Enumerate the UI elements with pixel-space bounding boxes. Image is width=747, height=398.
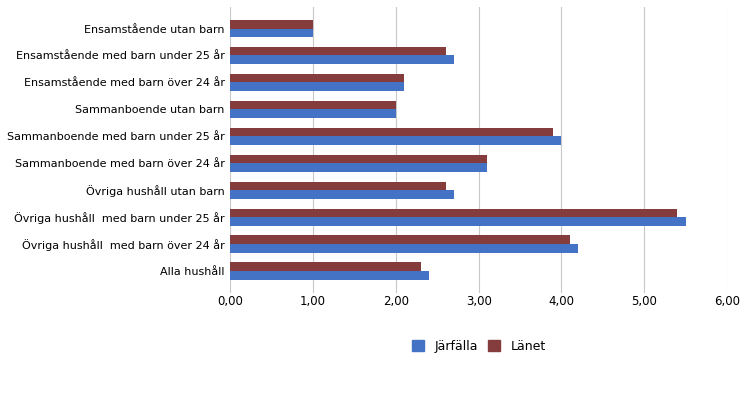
Bar	[230, 136, 562, 145]
Bar	[230, 190, 454, 199]
Bar	[230, 155, 487, 163]
Bar	[230, 109, 396, 118]
Bar	[230, 101, 396, 109]
Bar	[230, 82, 404, 91]
Bar	[230, 55, 454, 64]
Legend: Järfälla, Länet: Järfälla, Länet	[408, 336, 549, 357]
Bar	[230, 217, 686, 226]
Bar	[230, 271, 429, 280]
Bar	[230, 29, 313, 37]
Bar	[230, 128, 554, 136]
Bar	[230, 47, 445, 55]
Bar	[230, 74, 404, 82]
Bar	[230, 262, 421, 271]
Bar	[230, 163, 487, 172]
Bar	[230, 236, 570, 244]
Bar	[230, 244, 578, 253]
Bar	[230, 20, 313, 29]
Bar	[230, 181, 445, 190]
Bar	[230, 209, 678, 217]
